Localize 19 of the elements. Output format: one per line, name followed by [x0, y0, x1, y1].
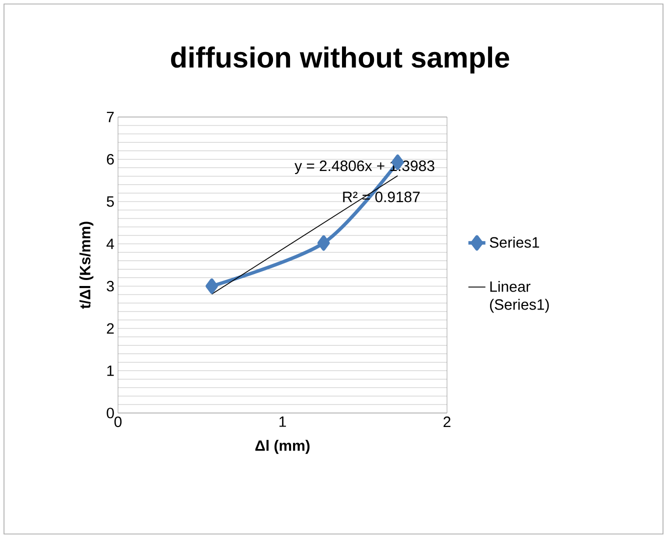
y-tick-label: 2 — [106, 323, 114, 334]
point — [317, 235, 330, 251]
x-axis-title: Δl (mm) — [255, 440, 310, 454]
y-axis-title: t/Δl (Ks/mm) — [79, 222, 94, 309]
x-tick-label: 0 — [114, 416, 122, 428]
point — [206, 278, 218, 294]
y-tick-label: 6 — [106, 154, 114, 165]
y-tick-label: 0 — [106, 408, 114, 418]
chart-title: diffusion without sample — [171, 46, 510, 74]
annotation: R² = 0.9187 — [343, 192, 420, 202]
legend-label: Series1 — [490, 236, 540, 248]
y-tick-label: 4 — [106, 238, 114, 249]
y-tick-label: 7 — [106, 112, 114, 122]
y-tick-label: 1 — [107, 366, 114, 376]
x-tick-label: 2 — [444, 416, 450, 427]
y-tick-label: 3 — [106, 280, 114, 292]
legend-label: Linear (Series1) — [490, 280, 549, 313]
x-tick-label: 1 — [279, 416, 286, 427]
y-tick-label: 5 — [106, 196, 114, 207]
